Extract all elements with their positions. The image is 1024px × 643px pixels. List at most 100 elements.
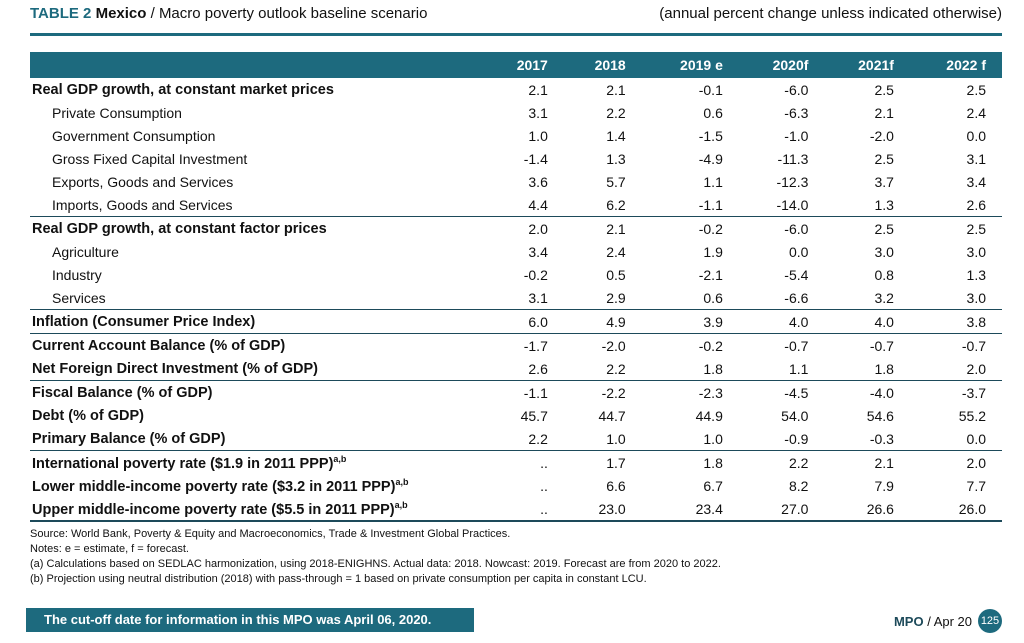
cell-value: 6.6	[606, 477, 626, 494]
cell-value: 1.3	[874, 196, 894, 213]
table-row: International poverty rate ($1.9 in 2011…	[30, 450, 1002, 474]
cell-value: 0.6	[703, 289, 723, 306]
title-text: / Macro poverty outlook baseline scenari…	[146, 5, 428, 22]
header-blank	[30, 52, 486, 78]
row-label: Net Foreign Direct Investment (% of GDP)	[30, 357, 486, 381]
cell-value: ..	[486, 497, 564, 522]
country: Mexico	[95, 5, 147, 22]
cell-value: 1.0	[703, 430, 723, 447]
cell-value: -3.7	[909, 380, 1002, 404]
cell-value: 1.3	[606, 150, 626, 167]
cell-value: -1.1	[486, 380, 564, 404]
cell-value: -1.7	[486, 333, 564, 357]
table-title: TABLE 2 Mexico / Macro poverty outlook b…	[30, 5, 427, 22]
note-line: Notes: e = estimate, f = forecast.	[30, 543, 189, 555]
row-label: Current Account Balance (% of GDP)	[30, 333, 486, 357]
footer-mpo: MPO / Apr 20	[894, 614, 972, 629]
cell-value: 2.4	[606, 243, 626, 260]
column-header: 2017	[516, 57, 548, 73]
cell-value: ..	[540, 477, 548, 494]
cell-value: 6.0	[486, 309, 564, 334]
table-row: Fiscal Balance (% of GDP) -1.1 -2.2 -2.3 -4.…	[30, 380, 1002, 404]
row-label: International poverty rate ($1.9 in 2011…	[30, 450, 486, 474]
column-header: 2021f	[858, 57, 894, 73]
column-header: 2018	[594, 57, 626, 73]
table-row: Real GDP growth, at constant factor pric…	[30, 216, 1002, 240]
row-label: Gross Fixed Capital Investment	[30, 147, 486, 170]
cell-value: -0.9	[784, 430, 809, 447]
cell-value: 3.6	[528, 173, 548, 190]
row-label: Upper middle-income poverty rate ($5.5 i…	[30, 497, 486, 522]
row-label-text: Real GDP growth, at constant market pric…	[32, 81, 334, 98]
row-label-text: Government Consumption	[52, 127, 216, 144]
cell-value: -0.7	[824, 333, 910, 357]
row-label: Agriculture	[30, 240, 486, 263]
cell-value: 54.0	[781, 407, 809, 424]
cell-value: 2.0	[909, 450, 1002, 474]
cell-value: -0.7	[909, 333, 1002, 357]
row-label: Lower middle-income poverty rate ($3.2 i…	[30, 474, 486, 497]
note-line: (b) Projection using neutral distributio…	[30, 573, 647, 585]
row-label-text: Net Foreign Direct Investment (% of GDP)	[32, 360, 319, 377]
cell-value: 2.5	[966, 81, 986, 98]
table-row: Exports, Goods and Services 3.6 5.7 1.1 -12.…	[30, 170, 1002, 193]
cell-value: 55.2	[958, 407, 986, 424]
cell-value: 8.2	[788, 477, 809, 494]
cell-value: 26.0	[909, 497, 1002, 522]
row-label-text: Imports, Goods and Services	[52, 196, 233, 213]
cell-value: 2.1	[824, 450, 910, 474]
cell-value: 1.9	[703, 243, 723, 260]
data-table: 2017 2018 2019 e 2020f 2021f 2022 f Real GDP …	[30, 52, 1002, 522]
cell-value: 3.0	[966, 289, 986, 306]
cell-value: 2.2	[606, 360, 626, 377]
cell-value: 0.0	[966, 127, 986, 144]
column-header: 2019 e	[680, 57, 723, 73]
row-label: Private Consumption	[30, 101, 486, 124]
cell-value: 2.2	[528, 430, 548, 447]
table-row: Upper middle-income poverty rate ($5.5 i…	[30, 497, 1002, 522]
row-label-text: Primary Balance (% of GDP)	[32, 430, 226, 447]
cell-value: 1.8	[874, 360, 894, 377]
cell-value: 4.4	[528, 196, 548, 213]
table-row: Gross Fixed Capital Investment -1.4 1.3 -4.…	[30, 147, 1002, 170]
row-label-text: Gross Fixed Capital Investment	[52, 150, 248, 167]
cell-value: 2.1	[874, 104, 894, 121]
table-row: Current Account Balance (% of GDP) -1.7 -2…	[30, 333, 1002, 357]
row-label-text: Agriculture	[52, 243, 119, 260]
cell-value: -6.6	[784, 289, 809, 306]
table-row: Services 3.1 2.9 0.6 -6.6 3.2 3.0	[30, 286, 1002, 310]
cell-value: 1.0	[528, 127, 548, 144]
table-row: Industry -0.2 0.5 -2.1 -5.4 0.8 1.3	[30, 263, 1002, 286]
row-label-text: Current Account Balance (% of GDP)	[32, 337, 286, 354]
cell-value: 2.2	[606, 104, 626, 121]
cell-value: 3.4	[966, 173, 986, 190]
cell-value: 4.0	[738, 309, 825, 334]
row-label-text: Upper middle-income poverty rate ($5.5 i…	[32, 501, 395, 518]
cell-value: 2.9	[606, 289, 626, 306]
notes: Source: World Bank, Poverty & Equity and…	[30, 527, 721, 587]
cell-value: 0.5	[606, 266, 626, 283]
cell-value: ..	[486, 450, 564, 474]
cell-value: 3.7	[874, 173, 894, 190]
cell-value: 3.2	[874, 289, 894, 306]
cell-value: -0.3	[869, 430, 894, 447]
row-label-text: Private Consumption	[52, 104, 182, 121]
table-row: Imports, Goods and Services 4.4 6.2 -1.1 -14…	[30, 193, 1002, 217]
table-row: Inflation (Consumer Price Index) 6.0 4.9 3.…	[30, 309, 1002, 334]
cell-value: -4.5	[738, 380, 825, 404]
cell-value: 2.1	[528, 81, 548, 98]
cell-value: 4.0	[824, 309, 910, 334]
cell-value: -4.9	[698, 150, 723, 167]
title-rule	[30, 33, 1002, 36]
cell-value: 2.1	[606, 81, 626, 98]
cell-value: -2.1	[698, 266, 723, 283]
cell-value: 44.7	[598, 407, 626, 424]
cell-value: -2.0	[563, 333, 642, 357]
row-label: Imports, Goods and Services	[30, 193, 486, 217]
table-subtitle: (annual percent change unless indicated …	[659, 5, 1002, 22]
cell-value: -12.3	[776, 173, 809, 190]
cell-value: -2.0	[869, 127, 894, 144]
cell-value: -1.0	[784, 127, 809, 144]
cell-value: 44.9	[695, 407, 723, 424]
cell-value: 7.7	[966, 477, 986, 494]
